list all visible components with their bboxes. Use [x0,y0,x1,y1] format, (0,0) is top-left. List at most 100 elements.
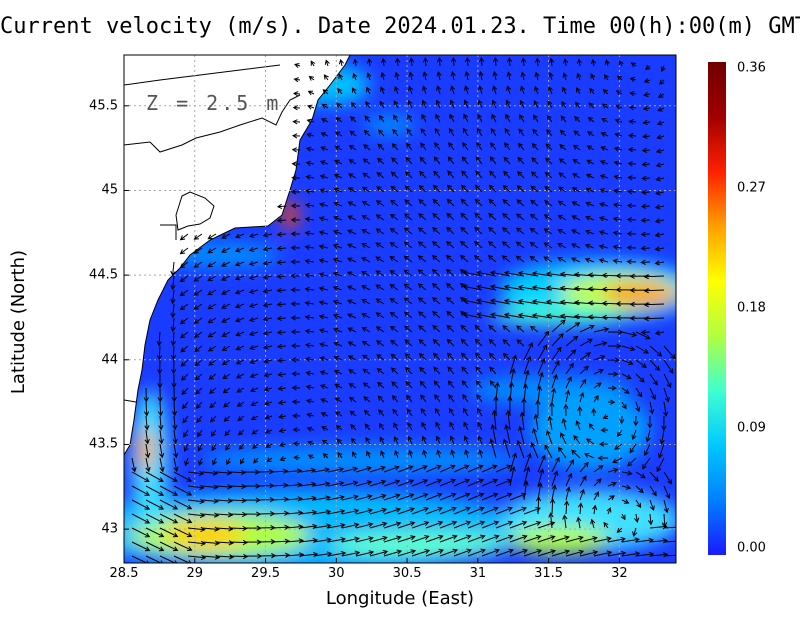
velocity-arrow [663,471,673,485]
velocity-arrow [557,214,567,221]
velocity-arrow [276,315,287,322]
velocity-arrow [461,156,469,165]
velocity-arrow [663,345,676,360]
velocity-arrow [446,198,455,207]
velocity-arrow [449,113,455,123]
velocity-arrow [503,312,525,319]
velocity-arrow [551,346,562,361]
velocity-arrow [392,408,399,417]
velocity-arrow [614,132,623,138]
velocity-arrow [347,341,357,347]
velocity-arrow [352,58,359,67]
velocity-arrow [393,436,399,445]
velocity-arrow [277,357,287,364]
velocity-arrow [364,423,371,431]
velocity-arrow [612,202,623,208]
velocity-arrow [363,409,371,417]
velocity-arrow [332,243,343,249]
velocity-arrow [473,240,483,249]
velocity-arrow [593,536,612,543]
velocity-arrow [584,257,595,263]
velocity-arrow [394,449,400,459]
velocity-arrow [565,335,579,347]
velocity-arrow [347,355,357,361]
velocity-arrow [235,359,245,365]
velocity-arrow [418,198,427,207]
velocity-arrow [571,201,581,207]
velocity-arrow [170,275,176,291]
velocity-arrow [361,285,371,291]
velocity-arrow [347,229,357,235]
velocity-arrow [565,349,577,361]
velocity-arrow [389,242,399,249]
velocity-arrow [545,157,553,165]
velocity-arrow [403,213,413,221]
velocity-arrow [292,427,301,433]
velocity-arrow [236,401,245,407]
velocity-arrow [654,232,665,238]
velocity-arrow [327,494,345,501]
velocity-arrow [327,466,345,473]
velocity-arrow [249,387,259,392]
velocity-arrow [180,373,189,381]
velocity-arrow [509,506,527,515]
velocity-arrow [421,435,427,445]
velocity-arrow [355,480,373,487]
velocity-arrow [332,313,343,319]
velocity-arrow [453,548,472,557]
velocity-arrow [628,133,637,139]
velocity-arrow [322,89,329,95]
velocity-arrow [481,548,500,557]
velocity-arrow [290,259,301,265]
velocity-arrow [647,415,653,429]
velocity-arrow [647,513,654,526]
velocity-arrow [179,303,189,311]
velocity-arrow [593,369,604,375]
y-tick-label: 45 [101,182,118,198]
velocity-arrow [529,213,539,221]
velocity-arrow [252,443,259,449]
velocity-arrow [262,246,273,252]
velocity-arrow [495,520,514,529]
velocity-arrow [655,190,665,196]
velocity-arrow [593,550,613,557]
velocity-arrow [558,172,567,179]
velocity-arrow [361,271,371,277]
velocity-arrow [589,87,595,95]
velocity-arrow [502,438,511,459]
velocity-arrow [439,492,457,501]
velocity-arrow [397,549,417,557]
velocity-arrow [591,407,597,417]
velocity-arrow [635,331,651,340]
velocity-arrow [579,378,587,389]
velocity-arrow [487,255,497,263]
velocity-arrow [418,184,427,193]
velocity-arrow [655,162,665,168]
velocity-arrow [336,102,343,109]
velocity-arrow [655,176,665,182]
velocity-arrow [473,254,483,263]
velocity-arrow [481,506,499,515]
velocity-arrow [629,76,637,83]
velocity-arrow [201,512,220,518]
velocity-arrow [319,356,329,362]
velocity-arrow [418,325,427,333]
velocity-arrow [549,401,555,417]
velocity-arrow [235,345,245,351]
velocity-arrow [474,212,483,221]
velocity-arrow [621,484,632,490]
velocity-arrow [490,142,497,151]
velocity-arrow [378,114,385,123]
velocity-arrow [321,426,329,431]
velocity-arrow [593,355,606,361]
velocity-arrow [644,443,651,457]
velocity-arrow [461,284,483,291]
velocity-arrow [515,227,525,235]
velocity-arrow [529,227,539,235]
velocity-arrow [361,229,371,235]
velocity-arrow [375,284,385,291]
velocity-arrow [355,536,374,543]
velocity-arrow [547,415,553,431]
velocity-arrow [654,330,665,336]
velocity-arrow [593,341,608,347]
